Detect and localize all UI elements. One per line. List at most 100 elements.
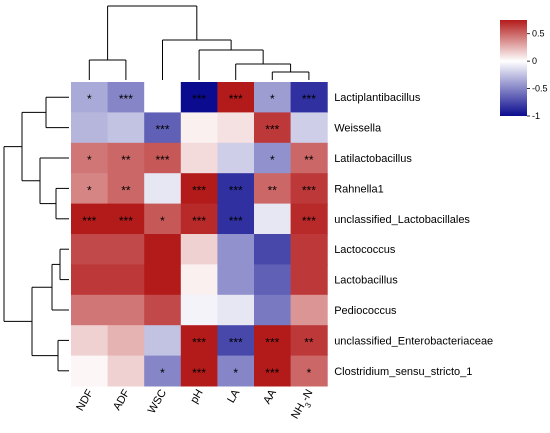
significance-star: *** bbox=[265, 366, 279, 380]
heatmap-cell bbox=[107, 203, 145, 235]
row-label: unclassified_Lactobacillales bbox=[334, 214, 470, 226]
significance-star: *** bbox=[192, 335, 206, 349]
heatmap-cell bbox=[290, 112, 328, 144]
heatmap-cell bbox=[180, 173, 218, 205]
legend-tick-label: -1 bbox=[532, 111, 540, 121]
significance-star: *** bbox=[302, 214, 316, 228]
row-label: Rahnella1 bbox=[334, 183, 384, 195]
heatmap-cell bbox=[180, 234, 218, 265]
heatmap-cell bbox=[71, 82, 109, 113]
heatmap-cell bbox=[144, 173, 182, 205]
significance-star: *** bbox=[302, 183, 316, 197]
heatmap-cell bbox=[254, 173, 292, 205]
significance-star: ** bbox=[121, 183, 131, 197]
significance-star: *** bbox=[119, 92, 133, 106]
significance-star: *** bbox=[82, 214, 96, 228]
heatmap-cell bbox=[71, 325, 109, 357]
heatmap-cell bbox=[217, 234, 255, 265]
heatmap-cell bbox=[107, 112, 145, 144]
legend-color-bar bbox=[500, 20, 527, 116]
significance-star: * bbox=[87, 183, 92, 197]
heatmap-cell bbox=[217, 264, 255, 296]
heatmap-cell bbox=[217, 82, 255, 113]
significance-star: *** bbox=[119, 214, 133, 228]
column-labels: NDF ADF WSC pH LA AA NH3-N bbox=[74, 387, 318, 423]
heatmap-cell bbox=[254, 264, 292, 296]
heatmap-cell bbox=[144, 203, 182, 235]
heatmap-cell bbox=[217, 325, 255, 357]
heatmap-cell bbox=[107, 325, 145, 357]
significance-star: *** bbox=[265, 123, 279, 137]
heatmap-cell bbox=[217, 294, 255, 326]
row-label: Lactiplantibacillus bbox=[334, 92, 421, 104]
significance-star: * bbox=[307, 366, 312, 380]
heatmap-cell bbox=[180, 203, 218, 235]
significance-star: * bbox=[233, 366, 238, 380]
heatmap-cell bbox=[254, 234, 292, 265]
heatmap-cell bbox=[144, 234, 182, 265]
heatmap-cell bbox=[180, 142, 218, 174]
heatmap-cell bbox=[290, 264, 328, 296]
significance-star: *** bbox=[229, 214, 243, 228]
significance-markers: * *** *** *** * ****** **** ** *** * *** ** *** *** **… bbox=[82, 92, 316, 380]
heatmap-cell bbox=[180, 294, 218, 326]
heatmap-cell bbox=[71, 173, 109, 205]
row-label: Lactobacillus bbox=[334, 275, 398, 287]
heatmap-cell bbox=[144, 355, 182, 387]
heatmap-cell bbox=[71, 355, 109, 387]
significance-star: * bbox=[87, 153, 92, 167]
heatmap-cell bbox=[144, 142, 182, 174]
significance-star: *** bbox=[155, 123, 169, 137]
row-dendrogram bbox=[3, 96, 69, 372]
significance-star: *** bbox=[192, 366, 206, 380]
heatmap-cell bbox=[107, 173, 145, 205]
heatmap-cell bbox=[180, 112, 218, 144]
heatmap-cell bbox=[71, 142, 109, 174]
heatmap-cell bbox=[254, 112, 292, 144]
heatmap-cell bbox=[290, 142, 328, 174]
heatmap-cell bbox=[144, 325, 182, 357]
significance-star: ** bbox=[304, 153, 314, 167]
significance-star: *** bbox=[229, 92, 243, 106]
heatmap-cell bbox=[144, 264, 182, 296]
heatmap-cell bbox=[217, 142, 255, 174]
heatmap-cell bbox=[217, 355, 255, 387]
heatmap-cell bbox=[71, 294, 109, 326]
significance-star: *** bbox=[192, 214, 206, 228]
heatmap-cell bbox=[107, 264, 145, 296]
heatmap-cell bbox=[290, 234, 328, 265]
column-label: LA bbox=[225, 387, 242, 405]
heatmap-cell bbox=[144, 294, 182, 326]
heatmap-cell bbox=[290, 294, 328, 326]
column-label: NH3-N bbox=[289, 387, 318, 422]
row-label: Weissella bbox=[334, 123, 382, 135]
heatmap-cell bbox=[254, 355, 292, 387]
heatmap-cell bbox=[180, 355, 218, 387]
heatmap-cell bbox=[107, 142, 145, 174]
significance-star: *** bbox=[192, 183, 206, 197]
significance-star: * bbox=[160, 366, 165, 380]
heatmap-cell bbox=[107, 82, 145, 113]
heatmap-cell bbox=[254, 142, 292, 174]
heatmap-cells bbox=[71, 82, 328, 387]
column-label: pH bbox=[188, 387, 205, 405]
heatmap-cell bbox=[144, 82, 182, 113]
heatmap-cell bbox=[254, 325, 292, 357]
legend-tick-label: 0.5 bbox=[532, 29, 545, 39]
heatmap-cell bbox=[290, 355, 328, 387]
significance-star: *** bbox=[155, 153, 169, 167]
row-labels: Lactiplantibacillus Weissella Latilactobac… bbox=[334, 92, 493, 378]
row-label: Latilactobacillus bbox=[334, 153, 412, 165]
heatmap-cell bbox=[180, 82, 218, 113]
heatmap-cell bbox=[290, 82, 328, 113]
heatmap-cell bbox=[254, 203, 292, 235]
significance-star: *** bbox=[192, 92, 206, 106]
legend-tick-label: -0.5 bbox=[532, 84, 548, 94]
significance-star: * bbox=[160, 214, 165, 228]
significance-star: *** bbox=[229, 183, 243, 197]
heatmap-cell bbox=[290, 203, 328, 235]
row-label: unclassified_Enterobacteriaceae bbox=[334, 335, 493, 347]
significance-star: ** bbox=[268, 183, 278, 197]
row-label: Pediococcus bbox=[334, 305, 397, 317]
